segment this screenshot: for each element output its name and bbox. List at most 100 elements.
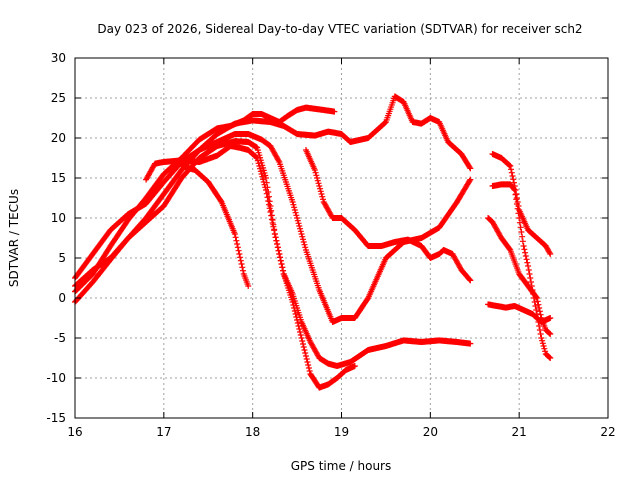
series-trace-j [489,181,554,361]
data-point [513,195,520,201]
data-point [547,355,554,361]
series-trace-k [485,301,554,325]
data-point [513,196,520,203]
data-point [546,354,553,361]
data-point [273,237,280,244]
data-point [525,263,532,269]
data-point [303,356,310,362]
data-point [467,165,474,172]
data-point [313,172,320,179]
series-trace-g [302,147,474,284]
data-point [258,171,265,177]
data-point [294,217,301,224]
data-point [262,184,269,191]
data-point [511,187,518,193]
data-point [507,163,514,169]
chart-title: Day 023 of 2026, Sidereal Day-to-day VTE… [97,22,582,36]
data-point [510,186,517,193]
data-point [238,261,245,267]
data-point [260,179,267,185]
data-point [278,261,285,267]
data-point [305,365,312,371]
data-point [297,225,304,232]
data-point [466,276,473,283]
y-tick-label: -10 [46,371,66,385]
data-point [292,209,299,216]
y-tick-label: -5 [54,331,66,345]
data-point [513,201,520,207]
data-point [270,223,277,230]
axis-ticks: 16 17 18 19 20 21 22 -15 -10 -5 0 5 10 15 20 25 30 [46,51,615,439]
data-point [293,212,300,219]
data-point [237,257,244,264]
data-point [519,233,526,240]
data-point [522,249,529,256]
data-point [299,338,306,344]
y-tick-label: -15 [46,411,66,425]
data-point [300,239,307,245]
data-point [276,251,283,257]
data-point [331,108,338,115]
data-point [536,323,543,329]
data-point [528,283,535,289]
data-point [294,317,301,323]
data-point [312,169,319,176]
series-trace-e [143,143,358,391]
series-trace-b [72,93,474,281]
data-point [506,162,513,169]
data-point [512,191,519,198]
series-trace-d [72,131,474,325]
data-point [518,229,525,235]
data-point [293,314,300,320]
data-point [522,253,529,259]
data-point [300,344,307,350]
data-point [299,233,306,240]
data-point [524,259,531,266]
data-point [530,291,537,297]
data-point [289,299,296,305]
data-point [532,303,539,309]
data-point [265,198,272,204]
data-point [259,173,266,180]
x-tick-label: 21 [512,425,527,439]
data-point [301,347,308,353]
x-tick-label: 19 [334,425,349,439]
data-point [274,244,281,251]
data-point [289,199,296,205]
data-point [294,320,301,326]
data-point [261,181,268,188]
data-point [536,327,543,333]
data-point [539,340,546,347]
data-point [298,335,305,341]
data-point [254,157,261,164]
data-point [467,176,474,183]
data-point [509,173,516,179]
data-point [466,164,473,171]
data-point [298,231,305,237]
data-point [267,209,274,215]
y-tick-label: 10 [51,211,66,225]
data-point [546,330,553,337]
data-point [237,254,244,261]
data-point [537,311,544,318]
data-point [294,215,301,221]
data-point [531,299,538,305]
data-point [268,212,275,219]
data-point [528,279,535,285]
data-point [467,277,474,284]
y-tick-label: 30 [51,51,66,65]
data-point [239,264,246,271]
data-point [304,359,311,365]
data-point [535,301,542,308]
data-point [232,234,239,241]
data-point [517,224,524,231]
data-point [291,204,298,211]
data-point [234,241,241,247]
data-point [297,228,304,235]
data-point [269,220,276,226]
data-point [291,308,298,314]
data-point [513,191,520,197]
data-point [526,271,533,277]
data-point [302,353,309,359]
